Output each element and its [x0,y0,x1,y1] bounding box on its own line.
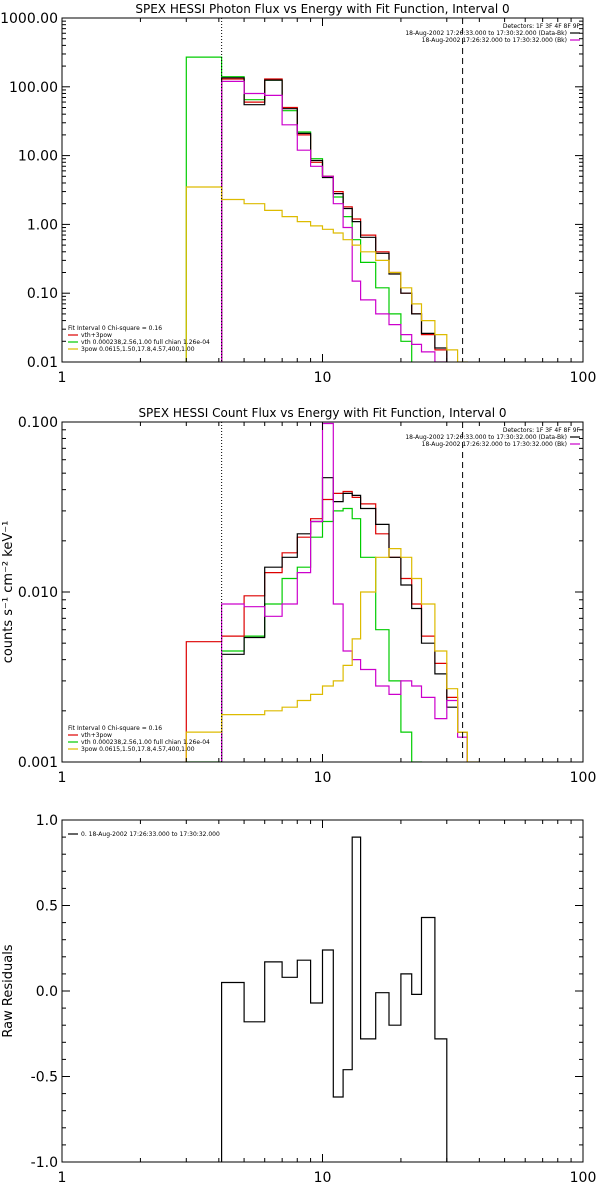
legend-bottom-left: Fit Interval 0 Chi-square = 0.16vth+3pow… [68,325,210,353]
series-3-line [221,477,468,762]
legend-entry: 18-Aug-2002 17:26:33.000 to 17:30:32.000… [405,30,567,37]
series-5-line [185,548,480,762]
legend-entry: 0. 18-Aug-2002 17:26:33.000 to 17:30:32.… [81,831,220,838]
y-tick-label: 1.0 [36,813,58,829]
legend-header: Fit Interval 0 Chi-square = 0.16 [68,325,162,332]
x-tick-label: 1 [58,1170,67,1186]
x-tick-label: 10 [314,1170,332,1186]
series-2-line [185,490,468,762]
y-tick-label: -0.5 [31,1070,58,1086]
plot-frame [61,17,584,363]
legend-entry: 18-Aug-2002 17:26:32.000 to 17:30:32.000… [422,37,567,44]
series-4-line [221,422,468,762]
y-axis-label: Raw Residuals [1,944,16,1037]
series-2-line [221,78,448,362]
legend-entry: 3pow 0.0615,1.50,17.8,4.57,400,1.00 [81,746,195,753]
y-tick-label: -1.0 [31,1155,58,1171]
y-tick-label: 0.0 [36,984,58,1000]
legend-entry: vth 0.000238,2.56,1.00 full chian 1.26e-… [81,739,210,746]
chart-panel-1: SPEX HESSI Photon Flux vs Energy with Fi… [0,2,596,386]
legend-bottom-left: Fit Interval 0 Chi-square = 0.16vth+3pow… [68,725,210,753]
series-3-line [221,77,448,362]
series-4-line [221,80,448,362]
x-tick-label: 10 [314,770,332,786]
chart-panel-3: Raw Residuals 1 10 100 -1.0 -0.5 0.0 0.5 1.0 0. 1… [1,813,596,1186]
legend-top-left: 0. 18-Aug-2002 17:26:33.000 to 17:30:32.… [68,831,220,838]
legend-entry: vth 0.000238,2.56,1.00 full chian 1.26e-… [81,339,210,346]
legend-header: Detectors: 1F 3F 4F 8F 9F [503,427,581,434]
y-tick-label: 100.00 [9,80,58,96]
series-5-line [185,186,468,362]
x-tick-label: 100 [570,770,597,786]
y-tick-label: 0.01 [27,355,58,371]
y-tick-label: 1.00 [27,217,58,233]
x-tick-label: 100 [570,1170,597,1186]
legend-entry: 18-Aug-2002 17:26:33.000 to 17:30:32.000… [405,434,567,441]
y-tick-label: 1000.00 [0,11,58,27]
y-tick-label: 0.5 [36,899,58,915]
legend-entry: 3pow 0.0615,1.50,17.8,4.57,400,1.00 [81,346,195,353]
series-1-line [185,56,413,362]
chart-title: SPEX HESSI Photon Flux vs Energy with Fi… [135,2,509,16]
legend-header: Detectors: 1F 3F 4F 8F 9F [503,23,581,30]
y-tick-label: 10.00 [18,149,58,165]
chart-panel-2: SPEX HESSI Count Flux vs Energy with Fit… [1,406,596,786]
series-1-line [221,836,448,1162]
y-tick-label: 0.10 [27,286,58,302]
x-tick-label: 10 [314,370,332,386]
y-axis-label: counts s⁻¹ cm⁻² keV⁻¹ [1,521,16,664]
x-tick-label: 100 [570,370,597,386]
x-tick-label: 1 [58,770,67,786]
legend-entry: vth+3pow [81,732,112,739]
y-tick-label: 0.100 [18,415,58,431]
y-tick-label: 0.010 [18,585,58,601]
chart-title: SPEX HESSI Count Flux vs Energy with Fit… [138,406,506,420]
legend-header: Fit Interval 0 Chi-square = 0.16 [68,725,162,732]
x-tick-label: 1 [58,370,67,386]
legend-entry: 18-Aug-2002 17:26:32.000 to 17:30:32.000… [422,441,567,448]
legend-entry: vth+3pow [81,332,112,339]
y-tick-label: 0.001 [18,755,58,771]
